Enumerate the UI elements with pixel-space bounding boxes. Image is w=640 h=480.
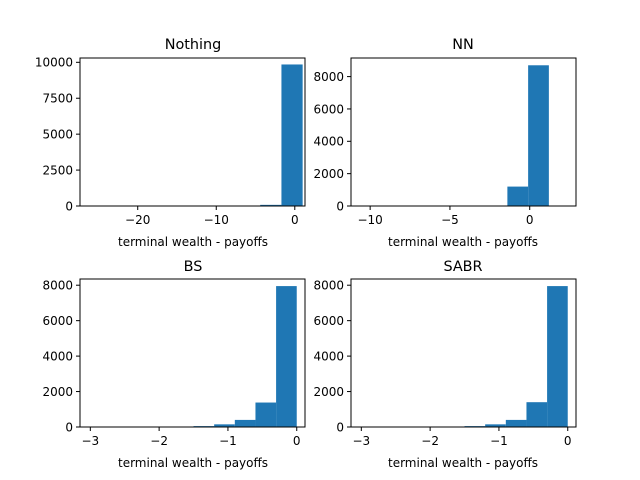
panel-sabr-y-tick-label-4: 8000: [313, 279, 344, 293]
panel-nn-x-tick-label-0: −10: [357, 213, 382, 227]
panel-bs-y-ticks: 0 2000 4000 6000 8000: [42, 279, 80, 434]
panel-sabr-x-tick-label-3: 0: [564, 434, 572, 448]
panel-sabr-bar-8: [526, 402, 548, 427]
panel-bs-bar-7: [234, 419, 256, 427]
panel-sabr-x-ticks: −3 −2 −1 0: [352, 427, 572, 448]
panel-sabr-y-tick-label-0: 0: [336, 420, 344, 434]
panel-sabr-frame: [350, 278, 577, 428]
panel-sabr-x-axis-label: terminal wealth - payoffs: [388, 456, 538, 470]
panel-nn-x-tick-label-1: −5: [441, 213, 459, 227]
panel-bs-bar-6: [214, 424, 235, 427]
panel-nn-y-tick-label-0: 0: [336, 199, 344, 213]
panel-nn-bars: [362, 65, 549, 206]
panel-nothing-x-axis-label: terminal wealth - payoffs: [118, 235, 268, 249]
panel-sabr-bar-6: [485, 424, 506, 427]
panel-nn-y-tick-label-4: 8000: [313, 70, 344, 84]
panel-sabr-x-tick-label-2: −1: [490, 434, 508, 448]
panel-nn: NN −10 −5 0 0 2000 4000 6000 8000 terminal wea…: [313, 37, 577, 249]
panel-nn-x-ticks: −10 −5 0: [357, 206, 534, 227]
panel-sabr-x-tick-label-1: −2: [421, 434, 439, 448]
panel-nn-y-tick-label-3: 6000: [313, 102, 344, 116]
panel-bs-frame: [79, 278, 306, 428]
panel-sabr-y-tick-label-1: 2000: [313, 385, 344, 399]
panel-bs-x-tick-label-3: 0: [293, 434, 301, 448]
panel-nothing-y-tick-label-3: 7500: [42, 92, 73, 106]
panel-nn-frame: [350, 57, 577, 207]
panel-sabr-x-tick-label-0: −3: [352, 434, 370, 448]
panel-sabr-bar-9: [547, 286, 568, 427]
panel-nn-y-tick-label-2: 4000: [313, 135, 344, 149]
panel-bs-x-axis-label: terminal wealth - payoffs: [118, 456, 268, 470]
panel-nothing-frame: [79, 57, 306, 207]
panel-nothing-x-tick-label-2: 0: [291, 213, 299, 227]
panel-bs-y-tick-label-2: 4000: [42, 349, 73, 363]
panel-bs-bar-8: [255, 402, 277, 427]
panel-nothing-x-tick-label-1: −10: [204, 213, 229, 227]
panel-nn-x-axis-label: terminal wealth - payoffs: [388, 235, 538, 249]
panel-nothing-y-tick-label-1: 2500: [42, 163, 73, 177]
panel-nothing-y-tick-label-4: 10000: [35, 56, 73, 70]
panel-bs-y-tick-label-1: 2000: [42, 385, 73, 399]
panel-bs-title: BS: [184, 259, 203, 275]
panel-bs-x-tick-label-0: −3: [81, 434, 99, 448]
panel-nn-x-tick-label-2: 0: [526, 213, 534, 227]
panel-bs-x-tick-label-1: −2: [150, 434, 168, 448]
panel-sabr: SABR −3 −2 −1 0 0 2000 4000 6000 8000 terminal …: [313, 259, 577, 470]
panel-bs-x-tick-label-2: −1: [219, 434, 237, 448]
panel-bs-bar-9: [276, 286, 297, 427]
panel-bs-y-tick-label-3: 6000: [42, 314, 73, 328]
panel-nn-title: NN: [452, 37, 474, 53]
panel-nothing-y-tick-label-2: 5000: [42, 127, 73, 141]
panel-nn-bar-8: [528, 65, 549, 206]
panel-sabr-bars: [361, 286, 568, 427]
panel-nothing: Nothing −20 −10 0 0 2500 5000 7500 10000 termi…: [35, 37, 306, 249]
panel-bs: BS −3 −2 −1 0 0 2000 4000 6000 8000 terminal we…: [42, 259, 306, 470]
panel-nothing-y-tick-label-0: 0: [65, 199, 73, 213]
panel-nothing-x-ticks: −20 −10 0: [125, 206, 299, 227]
panel-sabr-y-tick-label-3: 6000: [313, 314, 344, 328]
panel-bs-y-tick-label-0: 0: [65, 420, 73, 434]
panel-nn-y-tick-label-1: 2000: [313, 167, 344, 181]
panel-bs-y-tick-label-4: 8000: [42, 279, 73, 293]
panel-bs-x-ticks: −3 −2 −1 0: [81, 427, 301, 448]
panel-nn-bar-7: [507, 186, 529, 206]
panel-nothing-bar-9: [281, 64, 303, 206]
panel-sabr-y-tick-label-2: 4000: [313, 349, 344, 363]
panel-sabr-title: SABR: [443, 259, 482, 275]
panel-nothing-x-tick-label-0: −20: [125, 213, 150, 227]
panel-sabr-bar-7: [505, 419, 527, 427]
panel-bs-bars: [90, 286, 297, 427]
panel-sabr-y-ticks: 0 2000 4000 6000 8000: [313, 279, 351, 434]
panel-nothing-y-ticks: 0 2500 5000 7500 10000: [35, 56, 80, 213]
panel-nn-y-ticks: 0 2000 4000 6000 8000: [313, 70, 351, 213]
panel-nothing-bar-8: [260, 204, 282, 206]
panel-nothing-title: Nothing: [165, 37, 222, 53]
